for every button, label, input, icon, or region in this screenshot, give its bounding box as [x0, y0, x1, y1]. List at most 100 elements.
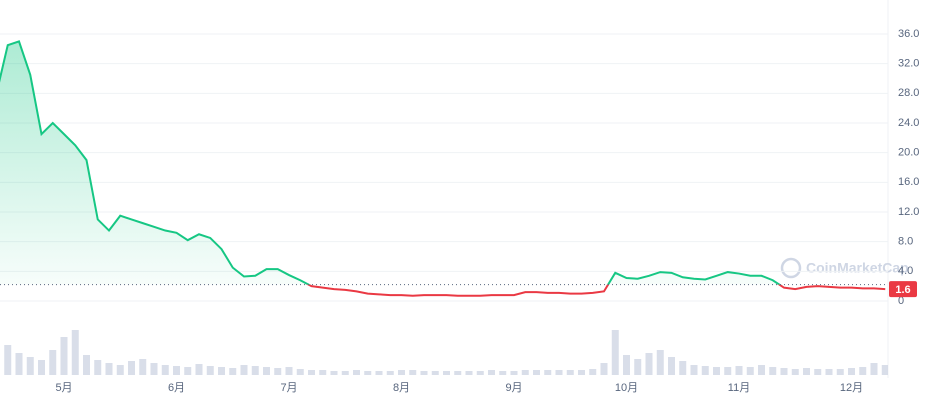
volume-bar [499, 371, 507, 375]
volume-bar [83, 355, 90, 375]
volume-bar [555, 370, 563, 375]
volume-bar [431, 371, 439, 375]
price-tag [889, 281, 917, 298]
volume-bar [206, 366, 214, 375]
volume-bar [758, 365, 765, 375]
volume-bar [881, 365, 888, 375]
volume-bar [769, 367, 777, 375]
volume-bar [353, 370, 360, 375]
volume-bar [634, 359, 642, 375]
volume-bar [398, 370, 405, 375]
volume-bar [49, 350, 57, 375]
volume-bar [240, 365, 248, 375]
y-tick-label: 20.0 [898, 147, 919, 159]
volume-bar [859, 367, 867, 375]
volume-bar [724, 367, 732, 375]
volume-bar [566, 370, 574, 375]
volume-bar [713, 367, 720, 375]
volume-bar [116, 365, 124, 375]
volume-bar [128, 361, 135, 375]
volume-bar [803, 368, 810, 375]
x-tick-label: 8月 [393, 382, 410, 394]
volume-bar [746, 367, 754, 375]
volume-bar [656, 350, 664, 375]
volume-bar [38, 360, 45, 375]
volume-bar [341, 371, 349, 375]
volume-bar [814, 369, 822, 375]
volume-bar [375, 371, 383, 375]
volume-bar [161, 365, 169, 375]
volume-bar [71, 330, 79, 375]
y-tick-label: 24.0 [898, 117, 919, 129]
volume-bar [780, 368, 788, 375]
volume-bar [701, 366, 709, 375]
volume-bar [94, 360, 102, 375]
volume-bar [510, 371, 518, 375]
price-area [0, 41, 886, 285]
volume-bar [218, 367, 225, 375]
volume-bar [668, 357, 675, 375]
volume-bar [105, 363, 113, 375]
volume-bar [319, 370, 327, 375]
y-tick-label: 8.0 [898, 236, 913, 248]
volume-bar [251, 366, 259, 375]
volume-bar [735, 366, 743, 375]
volume-bar [679, 361, 687, 375]
y-tick-label: 12.0 [898, 206, 919, 218]
y-tick-label: 28.0 [898, 87, 919, 99]
x-tick-label: 5月 [55, 382, 72, 394]
y-tick-label: 16.0 [898, 176, 919, 188]
watermark-text: CoinMarketCap [806, 260, 909, 276]
volume-bar [476, 371, 484, 375]
y-tick-label: 36.0 [898, 28, 919, 40]
volume-bar [229, 368, 237, 375]
x-tick-label: 12月 [840, 382, 863, 394]
x-tick-label: 6月 [168, 382, 185, 394]
price-line [0, 40, 782, 285]
volume-bar [60, 337, 68, 375]
volume-bar [825, 369, 833, 375]
volume-bar [184, 367, 192, 375]
price-tag-label: 1.6 [895, 284, 910, 296]
x-tick-label: 10月 [615, 382, 638, 394]
volume-bar [465, 371, 473, 375]
plot [0, 40, 888, 375]
price-line [306, 284, 886, 297]
volume-bar [600, 363, 608, 375]
volume-bar [544, 370, 552, 375]
volume-bar [285, 367, 293, 375]
volume-bar [836, 369, 844, 375]
volume-bar [645, 353, 653, 375]
volume-bar [139, 359, 147, 375]
volume-bar [364, 371, 372, 375]
volume-bar [870, 363, 878, 375]
volume-bar [690, 365, 698, 375]
volume-bar [296, 369, 304, 375]
volume-bar [533, 370, 540, 375]
volume-bar [443, 371, 450, 375]
volume-bar [15, 353, 23, 375]
volume-bar [26, 357, 34, 375]
volume-bar [611, 330, 619, 375]
x-tick-label: 9月 [505, 382, 522, 394]
y-tick-label: 0 [898, 295, 904, 307]
volume-bar [409, 370, 417, 375]
x-tick-label: 7月 [280, 382, 297, 394]
volume-bar [386, 371, 394, 375]
volume-bar [589, 369, 597, 375]
x-tick-label: 11月 [728, 382, 750, 394]
volume-bar [848, 368, 855, 375]
volume-bar [330, 371, 338, 375]
volume-bar [274, 368, 282, 375]
watermark: CoinMarketCap [780, 257, 909, 279]
volume-bar [263, 367, 270, 375]
volume-bar [173, 366, 180, 375]
volume-bar [4, 345, 12, 375]
volume-bar [623, 355, 630, 375]
volume-bar [150, 363, 158, 375]
volume-bar [195, 364, 203, 375]
volume-bar [521, 370, 529, 375]
volume-bar [578, 370, 585, 375]
y-tick-label: 4.0 [898, 265, 913, 277]
